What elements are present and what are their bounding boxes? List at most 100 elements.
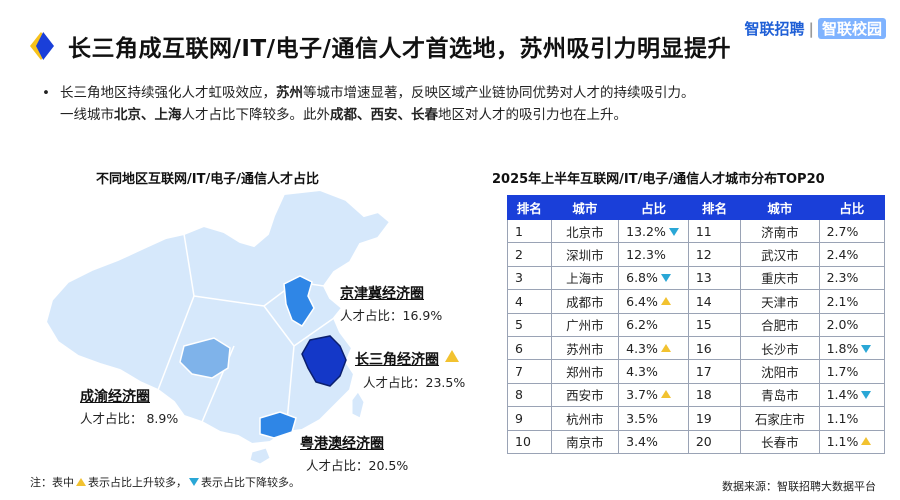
- share-cell: 2.0%: [818, 312, 886, 337]
- rank-cell: 8: [507, 382, 552, 408]
- table-row: 9 杭州市 3.5% 19 石家庄市 1.1%: [507, 406, 886, 431]
- share-cell: 1.4%: [818, 382, 886, 408]
- region-pct-jjj: 人才占比：16.9%: [340, 308, 443, 323]
- down-trend-icon: [861, 391, 872, 400]
- region-label-cy: 成渝经济圈: [80, 389, 150, 405]
- china-map-svg: [44, 188, 392, 465]
- city-cell: 武汉市: [740, 242, 820, 267]
- taiwan-island: [351, 391, 365, 419]
- rank-cell: 15: [687, 312, 742, 337]
- table-row: 6 苏州市 4.3% 16 长沙市 1.8%: [507, 335, 886, 361]
- share-cell: 2.7%: [818, 218, 886, 244]
- share-cell: 3.5%: [618, 406, 689, 431]
- city-cell: 重庆市: [740, 265, 820, 291]
- share-cell: 1.7%: [818, 359, 886, 384]
- summary-bullet: • 长三角地区持续强化人才虹吸效应，苏州等城市增速显著，反映区域产业链协同优势对…: [42, 82, 695, 126]
- up-trend-icon: [445, 350, 459, 362]
- region-pct-gba: 人才占比：20.5%: [306, 458, 409, 473]
- china-map: [34, 186, 474, 476]
- region-label-jjj: 京津冀经济圈: [340, 286, 424, 302]
- up-trend-icon: [76, 478, 86, 486]
- share-cell: 2.1%: [818, 289, 886, 314]
- china-land-shape: [44, 188, 392, 446]
- city-cell: 南京市: [550, 429, 620, 454]
- city-cell: 成都市: [550, 289, 620, 314]
- region-label-csj: 长三角经济圈: [355, 349, 459, 369]
- rank-cell: 7: [507, 359, 552, 384]
- rank-cell: 9: [507, 406, 552, 431]
- header-rank-1: 排名: [507, 195, 552, 220]
- brand-separator: |: [808, 19, 814, 38]
- bullet-dot-icon: •: [42, 85, 50, 101]
- share-cell: 4.3%: [618, 359, 689, 384]
- share-cell: 3.4%: [618, 429, 689, 454]
- header-rank-2: 排名: [687, 195, 742, 220]
- rank-cell: 13: [687, 265, 742, 291]
- share-cell: 2.4%: [818, 242, 886, 267]
- table-title: 2025年上半年互联网/IT/电子/通信人才城市分布TOP20: [492, 172, 825, 187]
- rank-cell: 16: [687, 335, 742, 361]
- city-cell: 济南市: [740, 218, 820, 244]
- table-row: 2 深圳市 12.3% 12 武汉市 2.4%: [507, 242, 886, 267]
- brand-logo: 智联招聘 | 智联校园: [744, 18, 886, 39]
- footnote: 注：表中 表示占比上升较多， 表示占比下降较多。: [30, 474, 300, 490]
- up-trend-icon: [660, 296, 671, 305]
- summary-line-1: 长三角地区持续强化人才虹吸效应，苏州等城市增速显著，反映区域产业链协同优势对人才…: [60, 85, 695, 101]
- footnote-down-text: 表示占比下降较多。: [201, 476, 300, 489]
- share-cell: 6.4%: [618, 289, 689, 314]
- region-pct-csj: 人才占比：23.5%: [363, 375, 466, 390]
- city-ranking-table: 排名 城市 占比 排名 城市 占比 1 北京市 13.2% 11 济南市 2.7% 2 深圳市…: [507, 195, 886, 454]
- rank-cell: 6: [507, 335, 552, 361]
- title-bar: 长三角成互联网/IT/电子/通信人才首选地，苏州吸引力明显提升: [26, 26, 731, 66]
- rank-cell: 3: [507, 265, 552, 291]
- city-cell: 青岛市: [740, 382, 820, 408]
- up-trend-icon: [861, 437, 872, 446]
- city-cell: 长春市: [740, 429, 820, 454]
- up-trend-icon: [660, 343, 671, 352]
- down-trend-icon: [861, 344, 872, 353]
- city-cell: 上海市: [550, 265, 620, 291]
- rank-cell: 10: [507, 429, 552, 454]
- header-share-2: 占比: [818, 195, 886, 220]
- rank-cell: 14: [687, 289, 742, 314]
- region-jjj-shape: [283, 275, 315, 328]
- rank-cell: 5: [507, 312, 552, 337]
- rank-cell: 19: [687, 406, 742, 431]
- share-cell: 1.8%: [818, 335, 886, 361]
- city-cell: 北京市: [550, 218, 620, 244]
- city-cell: 杭州市: [550, 406, 620, 431]
- down-trend-icon: [660, 274, 671, 283]
- city-cell: 深圳市: [550, 242, 620, 267]
- table-row: 8 西安市 3.7% 18 青岛市 1.4%: [507, 382, 886, 408]
- city-cell: 广州市: [550, 312, 620, 337]
- region-label-gba: 粤港澳经济圈: [300, 436, 384, 452]
- share-cell: 13.2%: [618, 218, 689, 244]
- footnote-up-text: 表示占比上升较多，: [88, 476, 187, 489]
- brand-primary: 智联招聘: [744, 20, 805, 38]
- brand-secondary: 智联校园: [817, 18, 886, 39]
- table-row: 1 北京市 13.2% 11 济南市 2.7%: [507, 218, 886, 244]
- share-cell: 3.7%: [618, 382, 689, 408]
- header-city-2: 城市: [740, 195, 820, 220]
- share-cell: 2.3%: [818, 265, 886, 291]
- table-body: 1 北京市 13.2% 11 济南市 2.7% 2 深圳市 12.3% 12 武汉市 2.4% 3 上海市…: [507, 218, 886, 454]
- rank-cell: 11: [687, 218, 742, 244]
- data-source: 数据来源：智联招聘大数据平台: [722, 480, 876, 493]
- share-cell: 6.8%: [618, 265, 689, 291]
- rank-cell: 20: [687, 429, 742, 454]
- map-title: 不同地区互联网/IT/电子/通信人才占比: [96, 172, 319, 187]
- table-row: 3 上海市 6.8% 13 重庆市 2.3%: [507, 265, 886, 291]
- city-cell: 苏州市: [550, 335, 620, 361]
- down-trend-icon: [189, 478, 199, 486]
- rank-cell: 1: [507, 218, 552, 244]
- down-trend-icon: [668, 227, 679, 236]
- city-cell: 长沙市: [740, 335, 820, 361]
- table-row: 10 南京市 3.4% 20 长春市 1.1%: [507, 429, 886, 454]
- city-cell: 天津市: [740, 289, 820, 314]
- region-gba-shape: [259, 411, 297, 439]
- share-cell: 12.3%: [618, 242, 689, 267]
- hainan-island: [249, 447, 271, 465]
- share-cell: 1.1%: [818, 406, 886, 431]
- city-cell: 沈阳市: [740, 359, 820, 384]
- header-share-1: 占比: [618, 195, 689, 220]
